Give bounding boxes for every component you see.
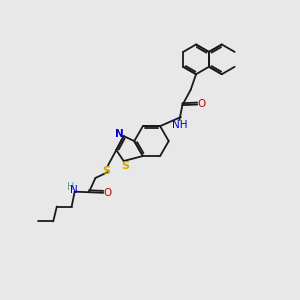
Text: S: S	[103, 166, 110, 176]
Text: NH: NH	[172, 120, 188, 130]
Text: S: S	[121, 161, 129, 171]
Text: O: O	[103, 188, 112, 198]
Text: O: O	[198, 99, 206, 109]
Text: N: N	[70, 185, 78, 195]
Text: N: N	[115, 129, 124, 139]
Text: H: H	[68, 182, 75, 192]
